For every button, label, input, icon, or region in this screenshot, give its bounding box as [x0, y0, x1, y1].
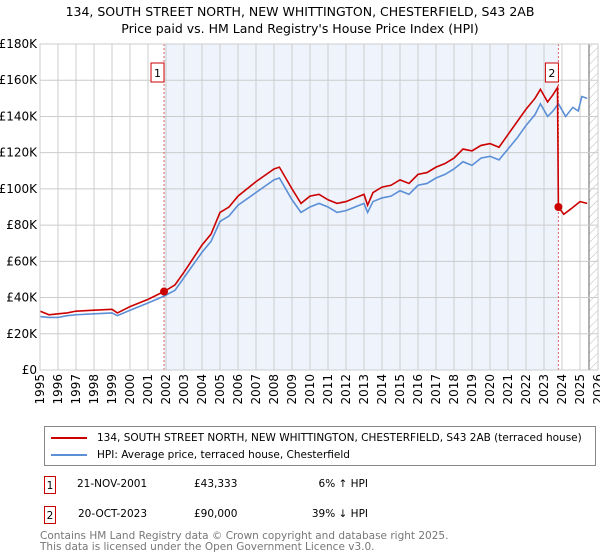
sale-label-box	[150, 62, 165, 83]
chart-title: 134, SOUTH STREET NORTH, NEW WHITTINGTON…	[65, 4, 535, 19]
x-tick-label: 2015	[393, 374, 407, 405]
sale-label-box	[544, 62, 559, 83]
sale-badge: 1	[44, 476, 56, 494]
x-tick-label: 2024	[555, 374, 569, 405]
x-tick-label: 2017	[429, 374, 443, 405]
x-tick-label: 2023	[537, 374, 551, 405]
sale-date: 20-OCT-2023	[78, 508, 147, 520]
y-tick-label: £0	[22, 363, 37, 377]
x-tick-label: 2021	[501, 374, 515, 405]
sale-period-shading	[164, 44, 559, 370]
footer-copyright: Contains HM Land Registry data © Crown c…	[40, 530, 449, 542]
y-tick-label: £140K	[0, 109, 38, 123]
legend-swatch	[51, 454, 87, 456]
x-tick-label: 2001	[141, 374, 155, 405]
sale-point	[554, 203, 563, 211]
x-tick-label: 1999	[105, 374, 119, 405]
plot-border	[39, 43, 599, 371]
legend-item-hpi: HPI: Average price, terraced house, Ches…	[51, 449, 350, 461]
y-tick-label: £40K	[6, 291, 38, 305]
y-tick-label: £100K	[0, 182, 38, 196]
sale-badge: 2	[44, 506, 56, 524]
x-tick-label: 2011	[321, 374, 335, 405]
x-tick-label: 2009	[285, 374, 299, 405]
sale-point	[160, 287, 169, 296]
x-tick-label: 2026	[591, 374, 600, 405]
x-tick-label: 2012	[339, 374, 353, 405]
x-tick-label: 2013	[357, 374, 371, 405]
sale-hpi-diff: 39% ↓ HPI	[311, 508, 368, 520]
sale-label: 2	[548, 67, 555, 80]
y-tick-label: £20K	[6, 327, 38, 341]
price-chart: £0 £20K £40K £60K £80K £100K £120K £140K £160K £1…	[0, 37, 600, 405]
sale-label: 1	[154, 67, 161, 80]
x-tick-label: 2018	[447, 374, 461, 405]
x-tick-label: 2000	[123, 374, 137, 405]
x-tick-label: 2002	[159, 374, 173, 405]
x-tick-label: 2006	[231, 374, 245, 405]
sale-price: £90,000	[194, 508, 238, 520]
x-tick-label: 2003	[177, 374, 191, 405]
y-tick-label: £120K	[0, 146, 38, 160]
forecast-hatch	[589, 44, 598, 370]
x-tick-label: 1995	[33, 374, 47, 405]
y-tick-label: £180K	[0, 37, 38, 51]
x-tick-label: 2007	[249, 374, 263, 405]
property-price-line	[39, 84, 588, 316]
legend-swatch	[51, 437, 87, 439]
x-tick-label: 2014	[375, 374, 389, 405]
legend-label: 134, SOUTH STREET NORTH, NEW WHITTINGTON…	[97, 432, 582, 444]
x-tick-label: 2025	[573, 374, 587, 405]
legend-label: HPI: Average price, terraced house, Ches…	[97, 449, 350, 461]
sale-date: 21-NOV-2001	[77, 478, 148, 490]
hpi-line	[39, 95, 588, 319]
legend-item-property: 134, SOUTH STREET NORTH, NEW WHITTINGTON…	[51, 432, 582, 444]
x-tick-label: 2010	[303, 374, 317, 405]
x-tick-label: 2016	[411, 374, 425, 405]
x-tick-label: 2022	[519, 374, 533, 405]
y-tick-label: £60K	[6, 254, 38, 268]
x-tick-label: 1998	[87, 374, 101, 405]
chart-subtitle: Price paid vs. HM Land Registry's House …	[121, 21, 479, 36]
x-tick-label: 2004	[195, 374, 209, 405]
x-tick-label: 2019	[465, 374, 479, 405]
x-tick-label: 1996	[51, 374, 65, 405]
footer-licence: This data is licensed under the Open Gov…	[40, 541, 375, 553]
legend: 134, SOUTH STREET NORTH, NEW WHITTINGTON…	[44, 426, 596, 466]
x-tick-label: 2005	[213, 374, 227, 405]
x-tick-label: 2008	[267, 374, 281, 405]
y-tick-label: £160K	[0, 73, 38, 87]
sale-hpi-diff: 6% ↑ HPI	[318, 478, 368, 490]
x-tick-label: 1997	[69, 374, 83, 405]
y-tick-label: £80K	[6, 218, 38, 232]
sale-price: £43,333	[194, 478, 238, 490]
x-tick-label: 2020	[483, 374, 497, 405]
